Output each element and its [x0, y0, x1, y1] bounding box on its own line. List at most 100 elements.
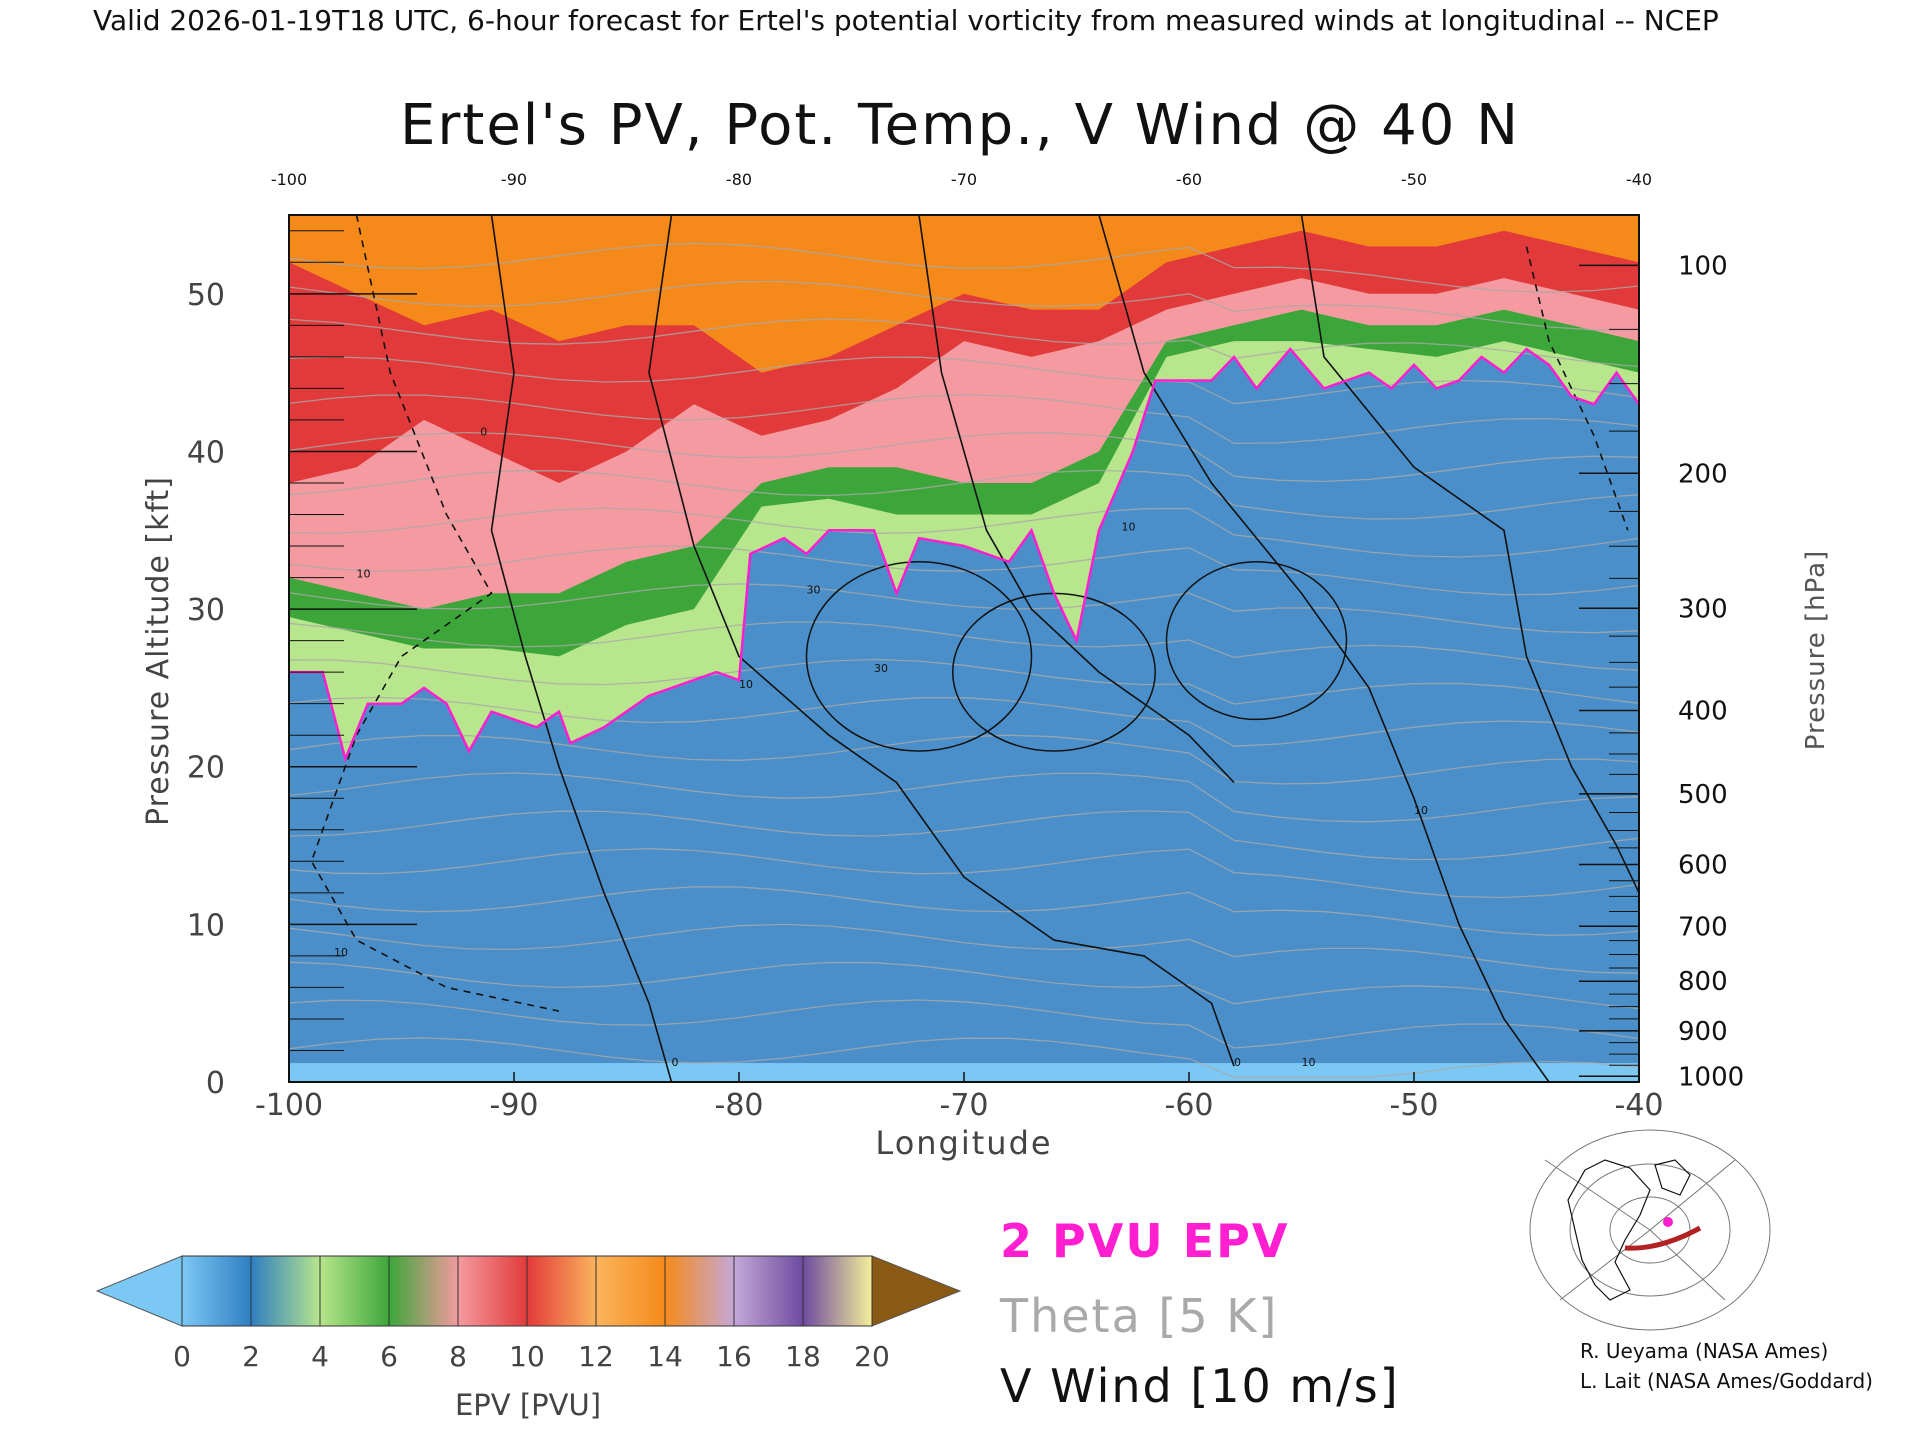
x-top-tick-label: -80 — [726, 170, 752, 189]
v-wind-contour — [1300, 215, 1639, 894]
colorbar-segment — [596, 1256, 666, 1326]
colorbar-tick-label: 10 — [509, 1340, 545, 1373]
theta-isentrope — [289, 318, 1639, 368]
y-tick-label: 30 — [187, 593, 225, 628]
colorbar-segment — [665, 1256, 735, 1326]
legend-pv: 2 PVU EPV — [1000, 1214, 1289, 1268]
pressure-tick-label: 1000 — [1678, 1062, 1744, 1092]
colorbar-max-arrow — [871, 1255, 962, 1327]
v-wind-contour-label: 10 — [334, 946, 348, 959]
legend-vwind: V Wind [10 m/s] — [1000, 1359, 1400, 1413]
colorbar-tick-label: 14 — [647, 1340, 683, 1373]
colorbar-tick-label: 2 — [242, 1340, 260, 1373]
colorbar-segment — [182, 1256, 252, 1326]
v-wind-contour-label: 10 — [1302, 1056, 1316, 1069]
v-wind-contour — [1098, 215, 1550, 1082]
colorbar-segment — [320, 1256, 390, 1326]
colorbar-tick-label: 4 — [311, 1340, 329, 1373]
credit-line-1: R. Ueyama (NASA Ames) — [1580, 1339, 1828, 1363]
theta-isentrope — [289, 734, 1639, 785]
colorbar-tick-label: 12 — [578, 1340, 614, 1373]
theta-isentrope — [289, 280, 1639, 331]
x-top-tick-label: -70 — [951, 170, 977, 189]
colorbar-tick-label: 20 — [854, 1340, 890, 1373]
theta-isentrope — [289, 507, 1639, 558]
x-tick-label: -100 — [255, 1088, 323, 1123]
pressure-tick-label: 600 — [1678, 851, 1728, 881]
x-top-tick-label: -60 — [1176, 170, 1202, 189]
colorbar-segment — [734, 1256, 804, 1326]
theta-isentrope — [289, 242, 1639, 293]
v-wind-contour-label: 10 — [739, 678, 753, 691]
theta-isentrope — [289, 658, 1639, 705]
theta-isentrope — [289, 583, 1639, 634]
v-wind-contour — [1525, 246, 1629, 531]
pressure-tick-label: 100 — [1678, 251, 1728, 281]
valid-header: Valid 2026-01-19T18 UTC, 6-hour forecast… — [93, 4, 1719, 37]
v-wind-contour — [310, 215, 560, 1012]
v-wind-contour-label: 10 — [1414, 804, 1428, 817]
x-tick-label: -40 — [1615, 1088, 1664, 1123]
theta-isentrope — [289, 772, 1639, 823]
v-wind-contour-label: 30 — [807, 583, 821, 596]
theta-isentrope — [289, 394, 1639, 445]
v-wind-contour-label: 0 — [480, 426, 487, 439]
v-wind-contour-label: 30 — [874, 662, 888, 675]
pv-2pvu-line — [289, 347, 1639, 763]
pressure-tick-label: 700 — [1678, 912, 1728, 942]
y-axis-label-left: Pressure Altitude [kft] — [141, 476, 176, 826]
x-top-tick-label: -90 — [501, 170, 527, 189]
x-tick-label: -90 — [490, 1088, 539, 1123]
y-tick-label: 50 — [187, 278, 225, 313]
x-tick-label: -60 — [1165, 1088, 1214, 1123]
theta-isentrope — [289, 810, 1639, 861]
colorbar-segment — [803, 1256, 873, 1326]
v-wind-contour-label: 0 — [1234, 1056, 1241, 1069]
theta-isentrope — [289, 696, 1639, 747]
pressure-tick-label: 400 — [1678, 697, 1728, 727]
colorbar-tick-label: 6 — [380, 1340, 398, 1373]
y-axis-label-right: Pressure [hPa] — [1801, 550, 1831, 751]
colorbar-segment — [251, 1256, 321, 1326]
v-wind-contour — [648, 215, 1235, 1067]
x-top-tick-label: -50 — [1401, 170, 1427, 189]
x-axis-label: Longitude — [875, 1124, 1052, 1162]
colorbar: 0 2 4 6 8 10 12 14 16 18 20 — [95, 1255, 962, 1373]
v-wind-contour-label: 0 — [1639, 836, 1646, 849]
theta-isentrope — [289, 961, 1639, 1010]
pressure-tick-label: 500 — [1678, 780, 1728, 810]
theta-isentrope — [289, 545, 1639, 596]
colorbar-tick-label: 0 — [173, 1340, 191, 1373]
y-tick-label: 40 — [187, 435, 225, 470]
colorbar-segment — [389, 1256, 459, 1326]
y-tick-label: 20 — [187, 751, 225, 786]
pressure-tick-label: 900 — [1678, 1017, 1728, 1047]
colorbar-tick-label: 16 — [716, 1340, 752, 1373]
y-tick-label: 0 — [206, 1066, 225, 1101]
colorbar-tick-label: 8 — [449, 1340, 467, 1373]
x-tick-label: -80 — [715, 1088, 764, 1123]
v-wind-contour — [490, 215, 673, 1082]
epv-band-12-plus — [289, 215, 1639, 373]
colorbar-segment — [458, 1256, 528, 1326]
colorbar-label: EPV [PVU] — [455, 1388, 601, 1422]
polar-map-icon — [1529, 1129, 1771, 1331]
theta-isentrope — [289, 848, 1639, 899]
theta-isentrope — [289, 431, 1639, 483]
y-tick-label: 10 — [187, 908, 225, 943]
theta-isentrope — [289, 469, 1639, 520]
plot-area: 0 10 30 10 30 10 0 0 10 10 10 0 — [289, 215, 1646, 1082]
pressure-tick-label: 300 — [1678, 594, 1728, 624]
chart-title: Ertel's PV, Pot. Temp., V Wind @ 40 N — [400, 93, 1520, 158]
theta-isentrope — [289, 923, 1639, 974]
v-wind-contour-label: 10 — [1122, 520, 1136, 533]
credit-line-2: L. Lait (NASA Ames/Goddard) — [1580, 1369, 1873, 1393]
pressure-tick-label: 800 — [1678, 967, 1728, 997]
x-top-tick-label: -100 — [271, 170, 307, 189]
colorbar-tick-label: 18 — [785, 1340, 821, 1373]
colorbar-min-arrow — [95, 1255, 183, 1327]
pressure-tick-label: 200 — [1678, 459, 1728, 489]
x-top-tick-label: -40 — [1626, 170, 1652, 189]
theta-isentrope — [289, 999, 1639, 1049]
v-wind-contour-label: 10 — [357, 568, 371, 581]
